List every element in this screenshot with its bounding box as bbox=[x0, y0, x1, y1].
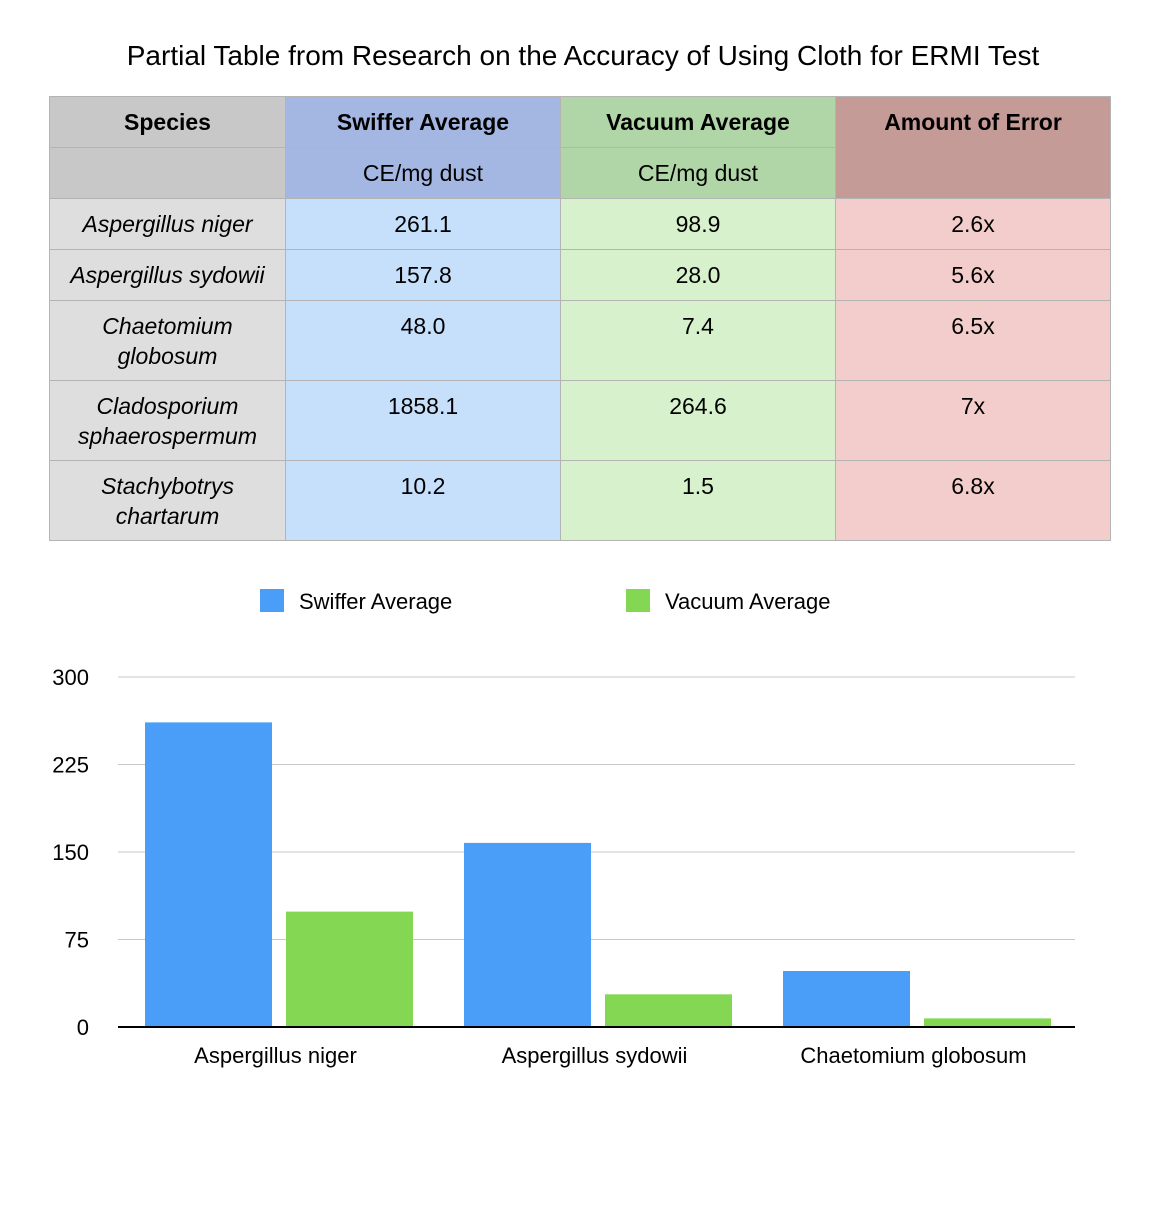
species-line: globosum bbox=[117, 343, 218, 369]
unit-species bbox=[49, 147, 286, 199]
y-tick-label: 75 bbox=[65, 928, 89, 953]
y-tick-label: 150 bbox=[52, 840, 89, 865]
header-error: Amount of Error bbox=[835, 96, 1111, 199]
species-line: Stachybotrys bbox=[101, 473, 234, 499]
species-cell: Chaetomium globosum bbox=[49, 300, 286, 381]
error-cell: 7x bbox=[835, 380, 1111, 461]
species-line: Chaetomium bbox=[102, 313, 233, 339]
swiffer-cell: 261.1 bbox=[285, 198, 561, 250]
species-line: Aspergillus niger bbox=[82, 211, 253, 237]
species-cell: Aspergillus niger bbox=[49, 198, 286, 250]
x-tick-label: Chaetomium globosum bbox=[800, 1043, 1026, 1068]
table-header-row: Species Swiffer Average Vacuum Average A… bbox=[49, 96, 1111, 199]
vacuum-cell: 98.9 bbox=[560, 198, 836, 250]
header-species: Species bbox=[49, 96, 286, 148]
swiffer-cell: 10.2 bbox=[285, 460, 561, 541]
table-row: Chaetomium globosum 48.0 7.4 6.5x bbox=[49, 300, 1111, 381]
bar bbox=[145, 722, 272, 1027]
swiffer-cell: 157.8 bbox=[285, 249, 561, 301]
species-cell: Aspergillus sydowii bbox=[49, 249, 286, 301]
swiffer-cell: 48.0 bbox=[285, 300, 561, 381]
swiffer-cell: 1858.1 bbox=[285, 380, 561, 461]
legend-swatch bbox=[260, 589, 284, 612]
species-cell: Stachybotrys chartarum bbox=[49, 460, 286, 541]
bar bbox=[605, 994, 732, 1027]
table-row: Cladosporium sphaerospermum 1858.1 264.6 … bbox=[49, 380, 1111, 461]
bar bbox=[783, 971, 910, 1027]
page-title: Partial Table from Research on the Accur… bbox=[126, 40, 1040, 71]
bar bbox=[464, 842, 591, 1027]
x-tick-label: Aspergillus sydowii bbox=[502, 1043, 688, 1068]
legend-swatch bbox=[626, 589, 650, 612]
species-line: Aspergillus sydowii bbox=[70, 262, 265, 288]
species-line: sphaerospermum bbox=[78, 423, 257, 449]
header-vacuum: Vacuum Average bbox=[560, 96, 836, 148]
species-cell: Cladosporium sphaerospermum bbox=[49, 380, 286, 461]
table-row: Stachybotrys chartarum 10.2 1.5 6.8x bbox=[49, 460, 1111, 541]
y-tick-label: 300 bbox=[52, 665, 89, 690]
species-line: chartarum bbox=[115, 503, 220, 529]
vacuum-cell: 1.5 bbox=[560, 460, 836, 541]
unit-vacuum: CE/mg dust bbox=[560, 147, 836, 199]
bar-chart: 0 75 150 225 300 Aspergillus niger Aspergillus… bbox=[52, 589, 1075, 1068]
legend-label: Swiffer Average bbox=[299, 589, 452, 614]
y-tick-label: 0 bbox=[77, 1015, 89, 1040]
vacuum-cell: 28.0 bbox=[560, 249, 836, 301]
table-row: Aspergillus sydowii 157.8 28.0 5.6x bbox=[49, 249, 1111, 301]
error-cell: 5.6x bbox=[835, 249, 1111, 301]
bar bbox=[924, 1018, 1051, 1027]
vacuum-cell: 264.6 bbox=[560, 380, 836, 461]
legend-label: Vacuum Average bbox=[665, 589, 831, 614]
error-cell: 6.8x bbox=[835, 460, 1111, 541]
error-cell: 2.6x bbox=[835, 198, 1111, 250]
table-row: Aspergillus niger 261.1 98.9 2.6x bbox=[49, 198, 1111, 250]
data-table: Species Swiffer Average Vacuum Average A… bbox=[49, 96, 1111, 541]
vacuum-cell: 7.4 bbox=[560, 300, 836, 381]
unit-swiffer: CE/mg dust bbox=[285, 147, 561, 199]
y-tick-label: 225 bbox=[52, 753, 89, 778]
bar bbox=[286, 911, 413, 1027]
x-tick-label: Aspergillus niger bbox=[194, 1043, 357, 1068]
error-cell: 6.5x bbox=[835, 300, 1111, 381]
species-line: Cladosporium bbox=[96, 393, 239, 419]
header-swiffer: Swiffer Average bbox=[285, 96, 561, 148]
